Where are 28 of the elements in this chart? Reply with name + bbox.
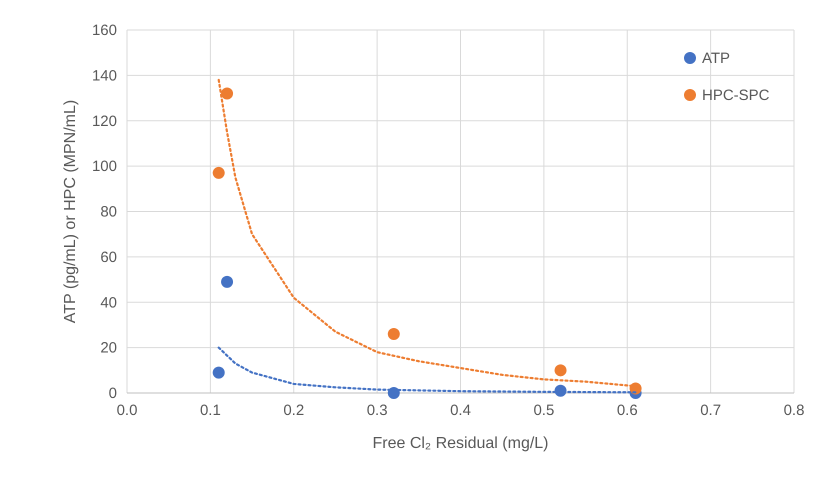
y-tick-label: 140 xyxy=(92,67,117,84)
point xyxy=(221,276,234,288)
y-tick-label: 160 xyxy=(92,22,117,39)
point xyxy=(212,366,225,379)
x-tick-label: 0.3 xyxy=(366,402,388,419)
x-tick-label: 0.8 xyxy=(784,402,804,419)
x-tick-label: 0.4 xyxy=(450,402,471,419)
x-axis-title: Free Cl₂ Residual (mg/L) xyxy=(372,435,549,452)
y-tick-label: 20 xyxy=(100,340,117,357)
y-tick-label: 80 xyxy=(100,204,117,220)
x-tick-label: 0.2 xyxy=(283,402,304,419)
y-tick-label: 60 xyxy=(100,248,117,266)
y-tick-label: 40 xyxy=(100,294,117,312)
x-tick-label: 0.1 xyxy=(200,402,221,419)
point xyxy=(388,328,400,340)
point xyxy=(212,166,225,179)
x-tick-label: 0.7 xyxy=(700,402,722,419)
legend-label: HPC-SPC xyxy=(702,87,770,104)
x-tick-label: 0.5 xyxy=(533,402,554,419)
x-tick-label: 0.6 xyxy=(616,402,638,419)
point xyxy=(221,88,234,100)
point xyxy=(554,364,567,376)
x-tick-label: 0.0 xyxy=(116,402,138,419)
y-tick-label: 0 xyxy=(108,385,117,402)
legend-label: ATP xyxy=(702,50,730,67)
y-tick-label: 120 xyxy=(92,112,117,130)
y-axis-title: ATP (pg/mL) or HPC (MPN/mL) xyxy=(62,100,79,324)
y-tick-label: 100 xyxy=(92,158,117,176)
